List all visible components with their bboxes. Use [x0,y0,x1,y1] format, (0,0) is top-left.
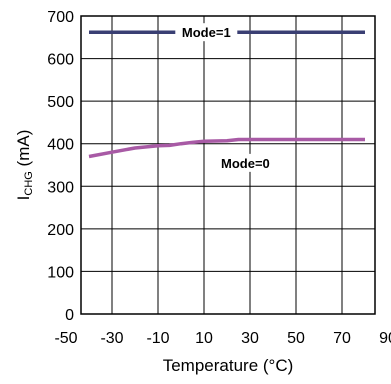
y-tick-label-4: 400 [47,137,74,154]
y-axis-title-subscript: CHG [23,171,35,195]
y-tick-label-7: 700 [47,9,74,26]
series-line-1 [88,137,365,159]
annotation-bg-1 [214,153,277,172]
annotations: Mode=1 Mode=0 [175,23,277,172]
annotation-label-1: Mode=0 [221,156,270,171]
x-axis-title: Temperature (°C) [163,356,294,375]
grid [81,16,375,314]
x-tick-label-6: 70 [333,330,351,347]
y-tick-label-5: 500 [47,94,74,111]
x-tick-labels: -50 -30 -10 10 30 50 70 90 [54,330,391,347]
x-tick-label-2: -10 [146,330,169,347]
y-axis-title-unit: (mA) [14,130,33,172]
x-tick-label-5: 50 [287,330,305,347]
x-tick-label-4: 30 [241,330,259,347]
series-layer [88,30,365,159]
x-tick-label-3: 10 [195,330,213,347]
x-tick-label-0: -50 [54,330,77,347]
y-tick-label-2: 200 [47,222,74,239]
y-axis-title: ICHG (mA) [14,130,35,201]
y-tick-labels: 0 100 200 300 400 500 600 700 [47,9,74,324]
y-axis-title-main: I [14,196,33,201]
x-tick-label-1: -30 [100,330,123,347]
y-tick-label-1: 100 [47,264,74,281]
annotation-bg-0 [175,23,238,42]
plot-frame [80,15,376,315]
y-tick-label-6: 600 [47,52,74,69]
y-tick-label-0: 0 [65,307,74,324]
y-tick-label-3: 300 [47,179,74,196]
annotation-label-0: Mode=1 [182,25,231,40]
x-tick-label-7: 90 [379,330,391,347]
